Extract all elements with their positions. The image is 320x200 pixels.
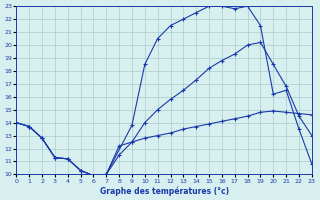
X-axis label: Graphe des températures (°c): Graphe des températures (°c) — [100, 186, 229, 196]
